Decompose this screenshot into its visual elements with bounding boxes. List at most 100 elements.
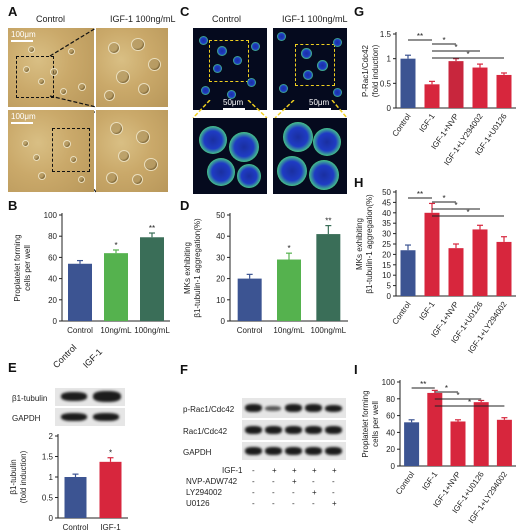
- y-tick-label: 0.5: [42, 494, 54, 503]
- bar-igf-1-u0126: [496, 74, 512, 108]
- x-tick-label: IGF-1: [418, 300, 437, 322]
- x-tick-label: 100ng/mL: [311, 326, 347, 335]
- treatment-mark: +: [332, 466, 337, 475]
- panel-label-h: H: [354, 175, 364, 190]
- y-axis-label: (fold induction): [19, 450, 28, 503]
- panel-c-igf-heading: IGF-1 100ng/mL: [282, 14, 348, 24]
- panel-label-c: C: [180, 4, 190, 19]
- bar-control: [68, 263, 92, 321]
- y-tick-label: 100: [382, 378, 396, 387]
- y-axis-label: P-Rac1/Cdc42: [361, 44, 370, 97]
- y-tick-label: 40: [216, 232, 225, 241]
- treatment-label: LY294002: [186, 488, 222, 497]
- chart-b: 0 20 40 60 80 100 Proplatelet forming cells per…: [13, 211, 170, 335]
- zoom-box: [295, 44, 335, 86]
- significance-label: **: [417, 32, 423, 41]
- bar-igf-1-nvp: [448, 248, 464, 296]
- panel-label-b: B: [8, 198, 18, 213]
- bar-10ng-ml: [104, 253, 128, 321]
- x-tick-label: 100ng/mL: [134, 326, 170, 335]
- treatment-mark: -: [332, 477, 335, 486]
- micrograph-c-igf-bottom: [273, 118, 347, 194]
- y-tick-label: 50: [216, 211, 225, 220]
- x-tick-label: IGF-1: [418, 112, 437, 134]
- panel-label-g: G: [354, 4, 365, 19]
- significance-label: *: [468, 398, 471, 407]
- treatment-label: U0126: [186, 499, 210, 508]
- scale-label: 50μm: [309, 98, 330, 107]
- micrograph-c-control-bottom: [193, 118, 267, 194]
- bar-igf-1-u0126: [472, 229, 488, 296]
- y-tick-label: 80: [48, 232, 57, 241]
- y-tick-label: 0: [391, 462, 396, 471]
- blot-e-row2: [55, 408, 125, 426]
- y-tick-label: 0: [53, 317, 58, 326]
- panel-a-control-heading: Control: [36, 14, 66, 24]
- y-tick-label: 100: [44, 211, 58, 220]
- x-tick-label: Control: [63, 523, 89, 530]
- blot-e-row2-label: GAPDH: [12, 414, 41, 423]
- x-tick-label: 10ng/mL: [100, 326, 132, 335]
- treatment-mark: +: [312, 488, 317, 497]
- y-axis-label: β1-tubulin-1 aggregation(%): [193, 218, 202, 318]
- y-tick-label: 25: [382, 240, 391, 249]
- significance-label: *: [442, 194, 445, 203]
- y-tick-label: 0: [387, 292, 392, 301]
- blot-f-row2: [242, 420, 346, 440]
- significance-label: *: [287, 244, 290, 253]
- y-axis-label: β1-tubulin: [9, 459, 18, 494]
- y-tick-label: 60: [48, 253, 57, 262]
- significance-label: **: [325, 217, 331, 226]
- micrograph-c-igf-top: 50μm: [273, 28, 347, 110]
- x-tick-label: Control: [237, 326, 263, 335]
- y-tick-label: 20: [48, 296, 57, 305]
- scale-label: 50μm: [223, 98, 244, 107]
- blot-f-row1: [242, 398, 346, 418]
- scale-bar: [309, 108, 331, 110]
- y-tick-label: 40: [48, 275, 57, 284]
- y-tick-label: 35: [382, 219, 391, 228]
- panel-label-f: F: [180, 362, 188, 377]
- treatment-mark: -: [252, 488, 255, 497]
- y-axis-label: MKs exhibiting: [183, 242, 192, 294]
- treatment-mark: -: [252, 466, 255, 475]
- bar-100ng-ml: [316, 234, 341, 321]
- chart-e: 0 0.5 1 1.5 2 β1-tubulin (fold induction) Contr…: [9, 432, 128, 530]
- y-tick-label: 1.5: [380, 30, 392, 39]
- bar-igf-1: [427, 392, 443, 466]
- bar-igf-1-nvp: [450, 421, 466, 466]
- scale-bar: [11, 122, 33, 124]
- treatment-mark: -: [272, 499, 275, 508]
- y-tick-label: 60: [386, 412, 395, 421]
- y-tick-label: 20: [386, 445, 395, 454]
- significance-label: *: [466, 208, 469, 217]
- significance-label: *: [456, 391, 459, 400]
- treatment-mark: +: [292, 477, 297, 486]
- bar-control: [64, 477, 87, 518]
- y-tick-label: 15: [382, 261, 391, 270]
- significance-label: **: [149, 224, 155, 233]
- blot-e-row1-label: β1-tubulin: [12, 394, 48, 403]
- micrograph-a-control-top: 100μm: [8, 28, 94, 107]
- y-tick-label: 10: [216, 296, 225, 305]
- significance-label: **: [420, 380, 426, 389]
- treatment-mark: -: [252, 499, 255, 508]
- y-tick-label: 30: [216, 253, 225, 262]
- significance-label: **: [417, 190, 423, 199]
- panel-label-a: A: [8, 4, 18, 19]
- y-axis-label: cells per well: [23, 245, 32, 291]
- blot-e-row1: [55, 388, 125, 406]
- micrograph-c-control-top: 50μm: [193, 28, 267, 110]
- micrograph-a-igf-top: [96, 28, 168, 107]
- treatment-mark: -: [272, 488, 275, 497]
- x-tick-label: IGF-1: [420, 470, 439, 492]
- blot-f-row3: [242, 442, 346, 460]
- y-tick-label: 40: [382, 209, 391, 218]
- treatment-mark: -: [292, 488, 295, 497]
- x-tick-label: IGF-1: [100, 523, 121, 530]
- significance-label: *: [454, 201, 457, 210]
- y-tick-label: 2: [49, 432, 54, 441]
- scale-bar: [11, 40, 33, 42]
- y-tick-label: 0: [387, 104, 392, 113]
